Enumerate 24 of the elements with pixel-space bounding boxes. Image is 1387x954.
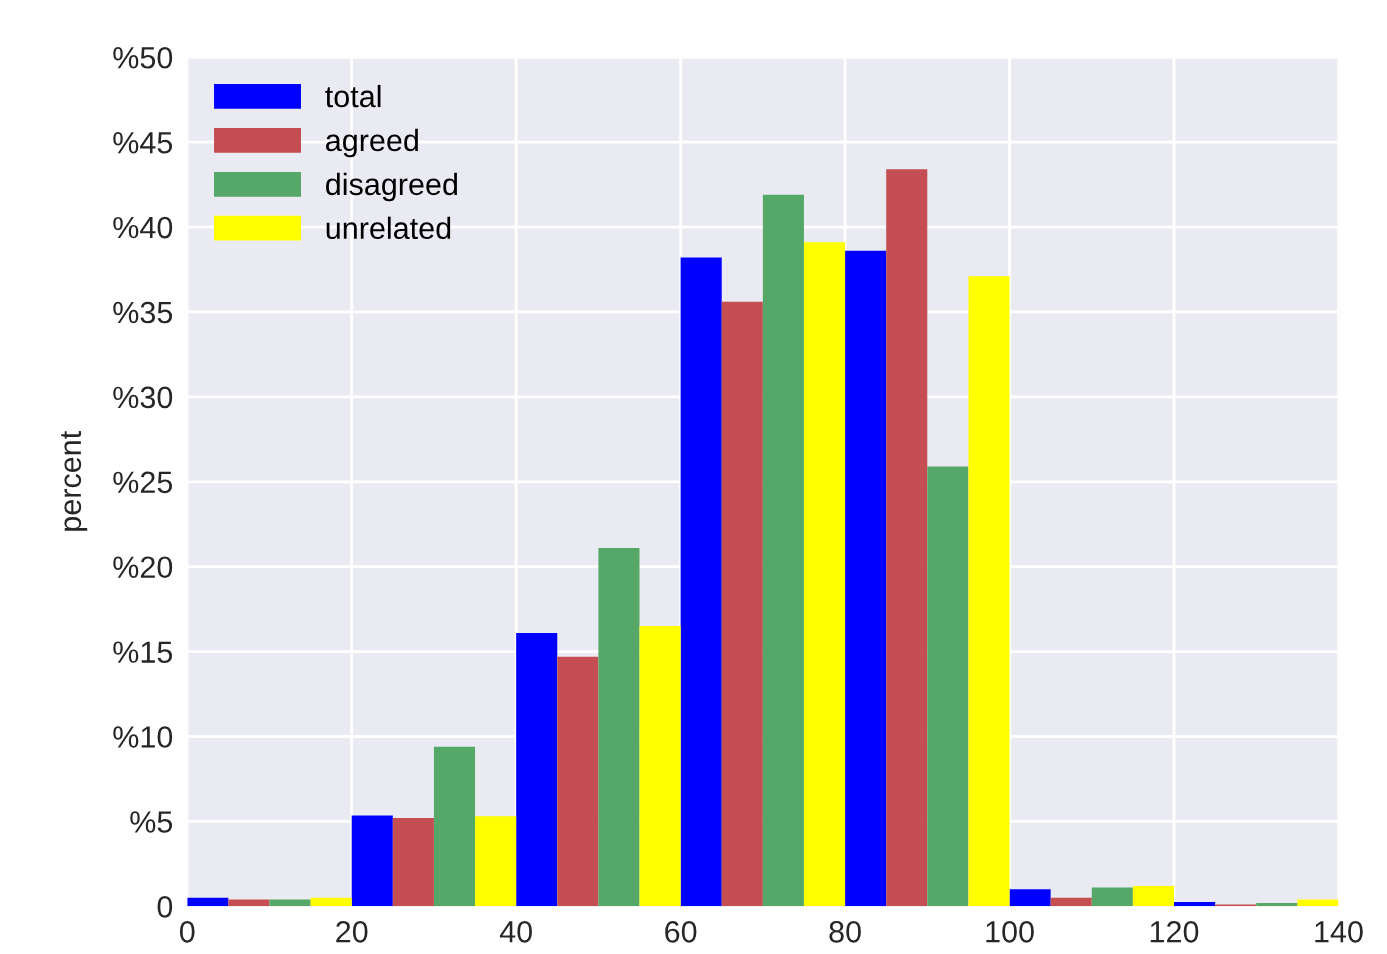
- y-axis-title: percent: [61, 431, 88, 531]
- x-tick-label: 40: [499, 921, 532, 943]
- x-tick-label: 0: [179, 921, 195, 943]
- x-tick-label: 100: [986, 921, 1034, 943]
- y-tick-label: %40: [113, 216, 173, 239]
- legend-label: agreed: [326, 128, 418, 158]
- x-tick-label: 60: [665, 921, 697, 943]
- y-tick-label: %30: [113, 386, 173, 409]
- y-tick-label: %45: [113, 132, 173, 154]
- legend-label: total: [325, 84, 381, 108]
- y-tick-label: %50: [113, 46, 173, 69]
- y-tick-label: %15: [113, 641, 173, 663]
- y-tick-label: %5: [130, 811, 173, 833]
- x-tick-label: 120: [1150, 921, 1199, 943]
- x-tick-label: 80: [829, 921, 861, 943]
- y-tick-label: %25: [113, 471, 173, 494]
- y-tick-label: %35: [113, 301, 173, 324]
- legend-label: disagreed: [326, 172, 457, 202]
- y-tick-label: %10: [113, 726, 173, 748]
- y-tick-label: %20: [113, 556, 173, 579]
- x-tick-label: 20: [336, 921, 368, 943]
- x-tick-label: 140: [1315, 921, 1363, 943]
- legend-label: unrelated: [326, 216, 451, 240]
- y-tick-label: 0: [157, 896, 173, 918]
